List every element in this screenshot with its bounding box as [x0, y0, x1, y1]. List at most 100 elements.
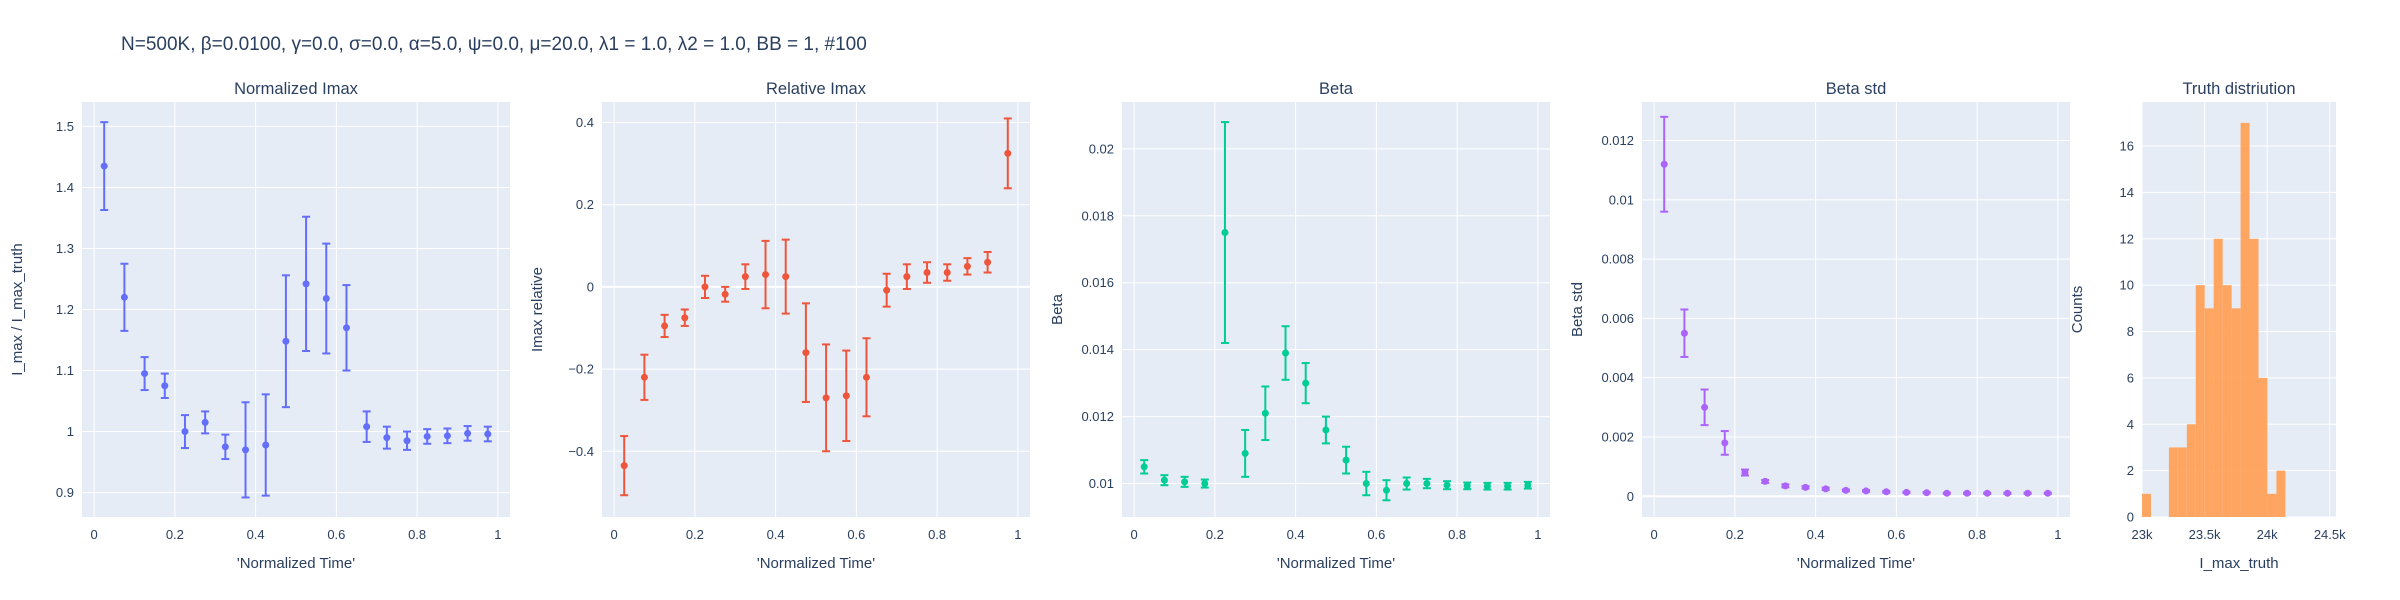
y-tick-label: 0.014	[1081, 342, 1114, 357]
x-tick-label: 0.2	[686, 527, 704, 542]
x-tick-label: 0.2	[166, 527, 184, 542]
x-tick-label: 0.4	[1287, 527, 1305, 542]
y-tick-label: 1.5	[56, 119, 74, 134]
y-tick-label: 0.008	[1601, 252, 1634, 267]
subplot-title: Beta std	[1826, 80, 1887, 98]
y-tick-label: 0.018	[1081, 208, 1114, 223]
data-point	[620, 462, 628, 470]
x-tick-label: 0.2	[1206, 527, 1224, 542]
y-tick-label: 0	[1627, 489, 1634, 504]
y-tick-label: 8	[2127, 324, 2134, 339]
y-tick-label: 0	[2127, 510, 2134, 525]
y-axis-label: Beta std	[1569, 282, 1586, 337]
y-tick-label: 0.006	[1601, 311, 1634, 326]
data-point	[762, 271, 770, 279]
data-point	[363, 423, 371, 431]
y-tick-label: 14	[2120, 185, 2134, 200]
y-tick-label: 0.012	[1601, 133, 1634, 148]
histogram-bar	[2249, 238, 2259, 517]
y-axis-label: I_max / I_max_truth	[9, 243, 26, 376]
plot-background	[602, 102, 1030, 517]
data-point	[302, 280, 310, 288]
histogram-bar	[2186, 424, 2196, 517]
data-point	[1524, 481, 1532, 489]
y-tick-label: 16	[2120, 139, 2134, 154]
data-point	[1802, 483, 1810, 491]
data-point	[1483, 482, 1491, 490]
data-point	[1004, 149, 1012, 157]
subplot-title: Relative Imax	[766, 80, 867, 98]
y-tick-label: 0.012	[1081, 409, 1114, 424]
data-point	[1140, 463, 1148, 471]
data-point	[2003, 489, 2011, 497]
data-point	[1302, 379, 1310, 387]
subplots: 0 0.2 0.4 0.6 0.8 1 0.9 1 1.1 1.2 1.3 1.4 1.5 Normali…	[9, 80, 2346, 572]
data-point	[1842, 486, 1850, 494]
y-tick-label: 0	[587, 279, 594, 294]
subplot-4: 0 0.2 0.4 0.6 0.8 1 0 0.002 0.004 0.006 0.008 0.01 0…	[1569, 80, 2070, 572]
data-point	[1680, 329, 1688, 337]
data-point	[741, 273, 749, 281]
data-point	[661, 322, 669, 330]
y-tick-label: 0.01	[1609, 192, 1634, 207]
data-point	[1342, 456, 1350, 464]
data-point	[1160, 476, 1168, 484]
y-tick-label: 1.2	[56, 302, 74, 317]
y-tick-label: 0.2	[576, 197, 594, 212]
x-tick-label: 0.8	[408, 527, 426, 542]
data-point	[100, 162, 108, 170]
x-axis-label: 'Normalized Time'	[237, 555, 355, 572]
data-point	[1382, 486, 1390, 494]
data-point	[1943, 489, 1951, 497]
histogram-bar	[2240, 122, 2250, 518]
data-point	[701, 283, 709, 291]
data-point	[1322, 426, 1330, 434]
data-point	[484, 430, 492, 438]
histogram-bar	[2222, 285, 2232, 517]
x-tick-label: 1	[1014, 527, 1021, 542]
data-point	[161, 382, 169, 390]
data-point	[1882, 488, 1890, 496]
data-point	[322, 295, 330, 303]
data-point	[1701, 403, 1709, 411]
data-point	[1443, 481, 1451, 489]
x-tick-label: 0.6	[327, 527, 345, 542]
histogram-bar	[2258, 377, 2268, 517]
y-tick-label: 6	[2127, 370, 2134, 385]
data-point	[721, 290, 729, 298]
subplot-title: Normalized Imax	[234, 80, 359, 98]
plot-background	[1122, 102, 1550, 517]
subplot-5: 23k 23.5k 24k 24.5k 0 2 4 6 8 10 12 14 16 Truth distr…	[2069, 80, 2346, 572]
x-tick-label: 0.8	[1968, 527, 1986, 542]
y-tick-label: 10	[2120, 278, 2134, 293]
x-tick-label: 1	[1534, 527, 1541, 542]
data-point	[141, 370, 149, 378]
x-tick-label: 0.2	[1726, 527, 1744, 542]
y-tick-label: −0.4	[568, 444, 594, 459]
x-tick-label: 0	[90, 527, 97, 542]
data-point	[443, 432, 451, 440]
y-tick-label: 0.016	[1081, 275, 1114, 290]
x-tick-label: 0	[1650, 527, 1657, 542]
subplot-title: Truth distriution	[2182, 80, 2295, 98]
figure-title: N=500K, β=0.0100, γ=0.0, σ=0.0, α=5.0, ψ…	[121, 34, 867, 55]
x-tick-label: 0.6	[1887, 527, 1905, 542]
subplot-1: 0 0.2 0.4 0.6 0.8 1 0.9 1 1.1 1.2 1.3 1.4 1.5 Normali…	[9, 80, 510, 572]
data-point	[2044, 489, 2052, 497]
data-point	[242, 446, 250, 454]
histogram-bar	[2231, 308, 2241, 517]
x-axis-label: 'Normalized Time'	[1277, 555, 1395, 572]
x-tick-label: 24k	[2257, 527, 2278, 542]
y-tick-label: −0.2	[568, 362, 594, 377]
data-point	[423, 432, 431, 440]
data-point	[1241, 449, 1249, 457]
y-tick-label: 4	[2127, 417, 2134, 432]
data-point	[963, 262, 971, 270]
data-point	[802, 349, 810, 357]
y-tick-label: 0.9	[56, 485, 74, 500]
data-point	[822, 394, 830, 402]
data-point	[1983, 489, 1991, 497]
data-point	[1923, 489, 1931, 497]
x-tick-label: 1	[494, 527, 501, 542]
